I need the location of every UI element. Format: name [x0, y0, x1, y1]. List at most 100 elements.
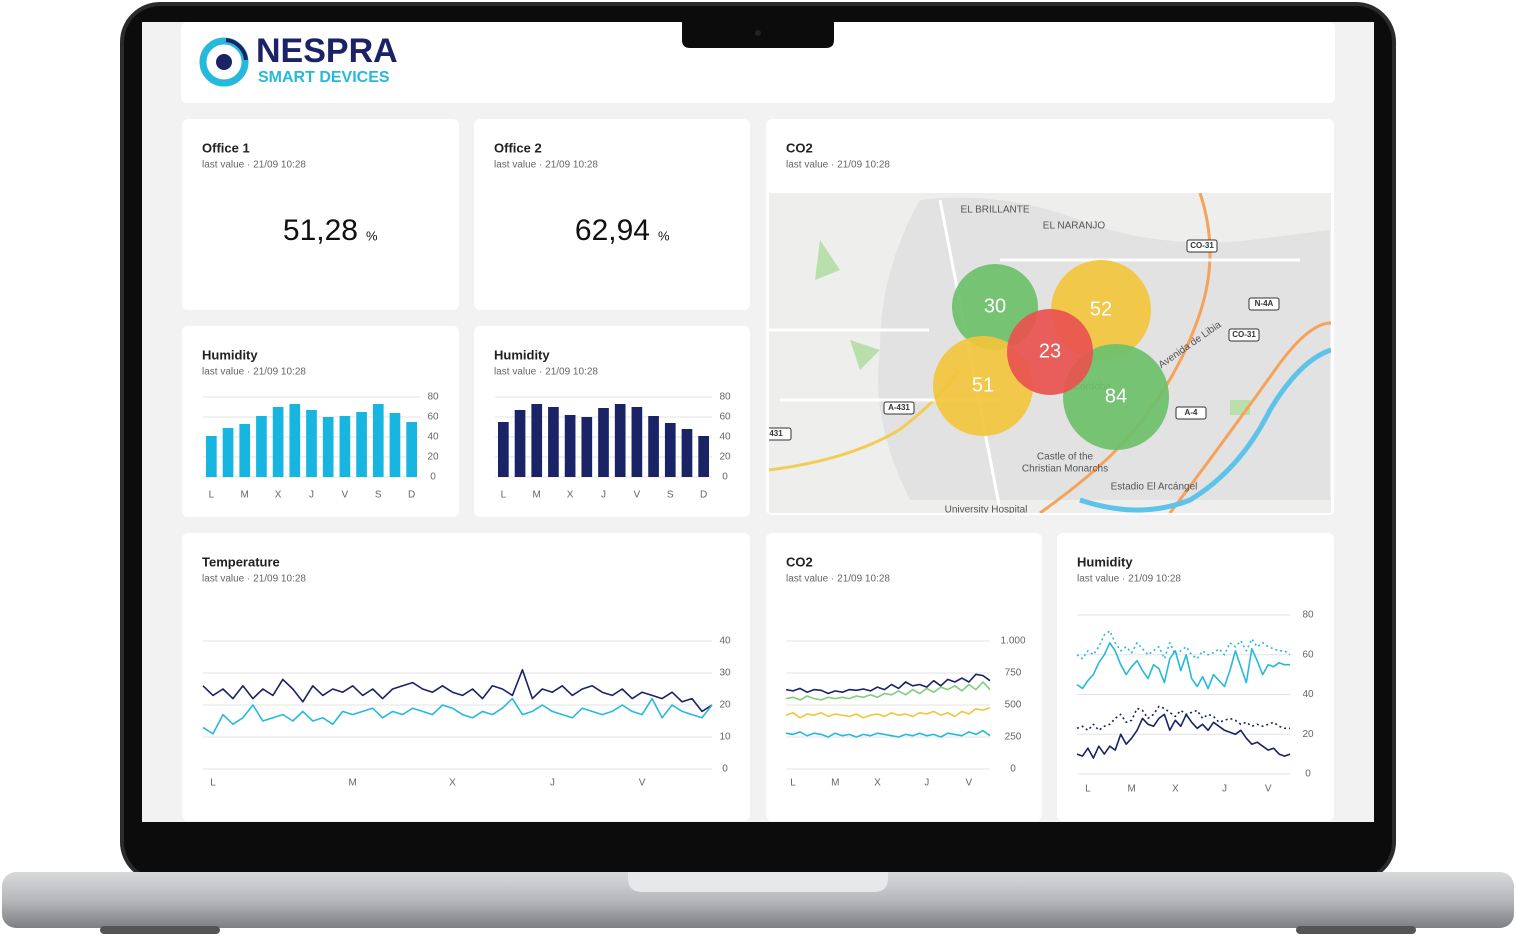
- brand: NESPRA: [256, 32, 398, 70]
- y-tick-label: 80: [719, 392, 731, 403]
- chart-card: [182, 533, 750, 821]
- map-label: Estadio El Arcángel: [1111, 482, 1198, 493]
- y-tick-label: 500: [1005, 700, 1022, 711]
- card-subtitle: last value · 21/09 10:28: [494, 160, 598, 171]
- line-series: [1076, 642, 1290, 690]
- y-tick-label: 40: [1302, 689, 1314, 700]
- card-subtitle: last value · 21/09 10:28: [786, 574, 890, 585]
- x-tick-label: S: [667, 490, 674, 501]
- card-subtitle: last value · 21/09 10:28: [202, 367, 306, 378]
- cluster-label: 51: [972, 374, 994, 396]
- line-series: [1076, 705, 1290, 732]
- x-tick-label: M: [349, 778, 357, 789]
- x-tick-label: X: [275, 490, 282, 501]
- road: [1168, 321, 1331, 513]
- road-shield: [1248, 297, 1280, 311]
- x-tick-label: X: [1172, 784, 1179, 795]
- bar: [664, 423, 676, 477]
- bar: [372, 404, 384, 477]
- bar: [614, 404, 626, 477]
- map-label: Castle of the: [1037, 452, 1094, 463]
- x-tick-label: V: [342, 490, 349, 501]
- cluster-label: 23: [1039, 340, 1061, 362]
- foot: [1296, 926, 1416, 934]
- header-card: [181, 22, 1335, 103]
- logo-dot: [216, 54, 232, 70]
- logo-arc: [225, 38, 248, 61]
- bar: [256, 416, 267, 477]
- y-tick-label: 0: [1010, 764, 1016, 775]
- logo-ring: [199, 37, 249, 87]
- cluster-label: 52: [1090, 298, 1112, 320]
- card-subtitle: last value · 21/09 10:28: [786, 160, 890, 171]
- bar: [272, 407, 284, 477]
- x-tick-label: L: [210, 778, 216, 789]
- bar: [239, 424, 251, 477]
- chart-card: [766, 533, 1042, 821]
- x-tick-label: J: [601, 490, 606, 501]
- y-tick-label: 20: [719, 452, 731, 463]
- y-tick-label: 80: [1302, 610, 1314, 621]
- x-tick-label: J: [924, 778, 929, 789]
- line-series: [785, 706, 991, 719]
- bar: [631, 407, 643, 477]
- y-tick-label: 10: [719, 732, 731, 743]
- x-tick-label: J: [1222, 784, 1227, 795]
- x-tick-label: D: [408, 490, 415, 501]
- x-tick-label: V: [966, 778, 973, 789]
- x-tick-label: L: [501, 490, 507, 501]
- bar: [548, 407, 559, 477]
- road-label: CO-31: [1232, 330, 1256, 339]
- road-shield: [769, 427, 792, 441]
- y-tick-label: 60: [1302, 649, 1314, 660]
- card-subtitle: last value · 21/09 10:28: [494, 367, 598, 378]
- y-tick-label: 60: [719, 412, 731, 423]
- bar: [206, 436, 217, 477]
- y-tick-label: 0: [430, 472, 436, 483]
- card-title: Office 2: [494, 140, 542, 155]
- x-tick-label: L: [790, 778, 796, 789]
- card-title: Humidity: [202, 347, 258, 362]
- trackpad-notch: [628, 872, 888, 892]
- y-tick-label: 250: [1005, 732, 1022, 743]
- map-label: Christian Monarchs: [1022, 464, 1108, 475]
- y-tick-label: 40: [427, 432, 439, 443]
- y-tick-label: 40: [719, 432, 731, 443]
- bar: [581, 417, 593, 477]
- cluster: [1007, 309, 1093, 395]
- map-label: EL NARANJO: [1043, 221, 1106, 232]
- x-tick-label: X: [449, 778, 456, 789]
- bar: [322, 417, 334, 477]
- bar: [531, 404, 543, 477]
- bar: [564, 415, 576, 477]
- card-subtitle: last value · 21/09 10:28: [202, 574, 306, 585]
- line-series: [785, 673, 991, 695]
- x-tick-label: V: [634, 490, 641, 501]
- tagline: SMART DEVICES: [258, 69, 390, 86]
- x-tick-label: M: [1127, 784, 1135, 795]
- x-tick-label: M: [831, 778, 839, 789]
- bar: [406, 422, 417, 477]
- bar: [648, 416, 659, 477]
- bar: [222, 428, 234, 477]
- y-tick-label: 750: [1005, 668, 1022, 679]
- bar: [498, 422, 509, 477]
- card-title: CO2: [786, 554, 813, 569]
- laptop-base: [2, 872, 1514, 928]
- road-shield: [1228, 328, 1260, 342]
- cluster-label: 84: [1105, 385, 1127, 407]
- card-title: CO2: [786, 140, 813, 155]
- chart-card: [1057, 533, 1334, 821]
- road-shield: [883, 401, 915, 415]
- y-tick-label: 60: [427, 412, 439, 423]
- map-label: EL BRILLANTE: [960, 205, 1029, 216]
- kpi-value: 62,94: [575, 214, 650, 247]
- road-label: 431: [769, 429, 783, 438]
- x-tick-label: M: [533, 490, 541, 501]
- kpi-card: [474, 119, 750, 310]
- line-series: [785, 729, 991, 738]
- y-tick-label: 40: [719, 636, 731, 647]
- kpi-card: [182, 119, 459, 310]
- bar: [356, 412, 367, 477]
